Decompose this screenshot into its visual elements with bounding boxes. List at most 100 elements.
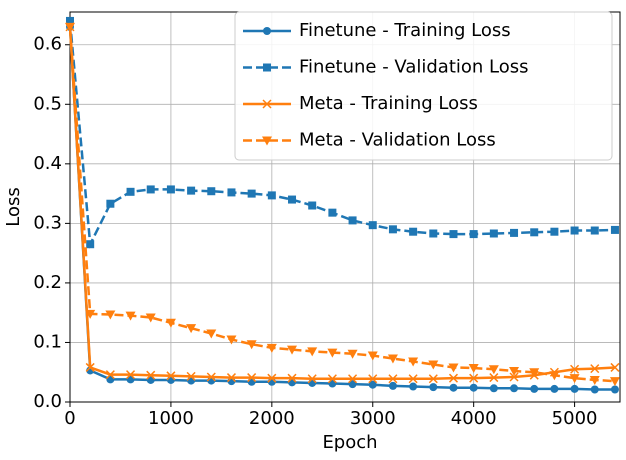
- marker: [166, 185, 175, 194]
- legend-label: Finetune - Training Loss: [299, 20, 511, 41]
- marker: [307, 347, 318, 357]
- y-tick-label: 0.4: [33, 153, 62, 174]
- marker: [469, 383, 478, 392]
- marker: [530, 228, 539, 237]
- marker: [263, 27, 271, 35]
- legend-label: Finetune - Validation Loss: [299, 57, 529, 78]
- marker: [368, 380, 377, 389]
- marker: [529, 368, 540, 378]
- legend-box: [234, 11, 613, 161]
- marker: [590, 385, 599, 394]
- marker: [387, 354, 398, 364]
- legend-label: Meta - Validation Loss: [299, 130, 496, 151]
- marker: [66, 16, 74, 25]
- marker: [408, 357, 419, 367]
- marker: [247, 373, 257, 383]
- marker: [429, 229, 438, 238]
- marker: [609, 377, 620, 387]
- series-line: [68, 26, 616, 381]
- marker: [428, 374, 438, 384]
- marker: [308, 378, 317, 387]
- marker: [348, 374, 358, 384]
- y-tick-label: 0.2: [33, 272, 62, 293]
- marker: [146, 185, 155, 194]
- marker: [569, 374, 580, 384]
- marker: [509, 372, 519, 382]
- marker: [590, 226, 599, 235]
- marker: [85, 362, 95, 372]
- x-tick-label: 5000: [552, 408, 598, 429]
- marker: [288, 195, 297, 204]
- legend-label: Meta - Training Loss: [299, 93, 478, 114]
- marker: [530, 384, 539, 393]
- marker: [126, 370, 136, 380]
- marker: [166, 371, 176, 381]
- x-tick-label: 3000: [350, 408, 396, 429]
- marker: [145, 313, 156, 323]
- y-tick-label: 0.1: [33, 331, 62, 352]
- marker: [125, 311, 136, 321]
- marker: [550, 384, 559, 393]
- marker: [488, 365, 499, 375]
- marker: [510, 228, 519, 237]
- marker: [590, 364, 600, 374]
- marker: [165, 318, 176, 328]
- marker: [589, 375, 600, 385]
- marker: [206, 329, 217, 339]
- marker: [126, 187, 135, 196]
- x-tick-label: 0: [64, 408, 75, 429]
- marker: [307, 374, 317, 384]
- marker: [469, 230, 478, 239]
- marker: [287, 373, 297, 383]
- marker: [266, 343, 277, 353]
- marker: [368, 221, 377, 230]
- series-line: [68, 20, 615, 249]
- marker: [226, 335, 237, 345]
- y-tick-label: 0.5: [33, 93, 62, 114]
- marker: [308, 201, 317, 210]
- marker: [247, 189, 256, 198]
- marker: [105, 370, 115, 380]
- marker: [186, 324, 197, 334]
- marker: [368, 374, 378, 384]
- marker: [610, 225, 619, 234]
- marker: [206, 372, 216, 382]
- x-tick-label: 4000: [451, 408, 497, 429]
- marker: [166, 375, 175, 384]
- marker: [186, 371, 196, 381]
- marker: [448, 373, 459, 383]
- marker: [106, 199, 115, 208]
- y-tick-label: 0.6: [33, 34, 62, 55]
- marker: [510, 384, 519, 393]
- marker: [570, 364, 580, 374]
- marker: [408, 374, 418, 384]
- marker: [610, 362, 620, 372]
- marker: [327, 348, 338, 358]
- marker: [549, 371, 560, 381]
- marker: [287, 345, 298, 355]
- marker: [550, 227, 559, 236]
- marker: [187, 376, 196, 385]
- marker: [489, 384, 498, 393]
- marker: [348, 380, 357, 389]
- marker: [570, 384, 579, 393]
- marker: [509, 367, 520, 377]
- marker: [85, 309, 96, 319]
- y-axis-label: Loss: [3, 187, 24, 226]
- marker: [146, 370, 156, 380]
- marker: [388, 225, 397, 234]
- marker: [227, 188, 236, 197]
- marker: [247, 377, 256, 386]
- y-tick-label: 0.0: [33, 391, 62, 412]
- marker: [226, 373, 236, 383]
- marker: [328, 208, 337, 217]
- marker: [267, 191, 276, 200]
- marker: [409, 382, 418, 391]
- marker: [468, 364, 479, 374]
- x-tick-label: 1000: [148, 408, 194, 429]
- marker: [570, 226, 579, 235]
- marker: [288, 378, 297, 387]
- marker: [449, 383, 458, 392]
- marker: [267, 373, 277, 383]
- series-line: [68, 26, 616, 383]
